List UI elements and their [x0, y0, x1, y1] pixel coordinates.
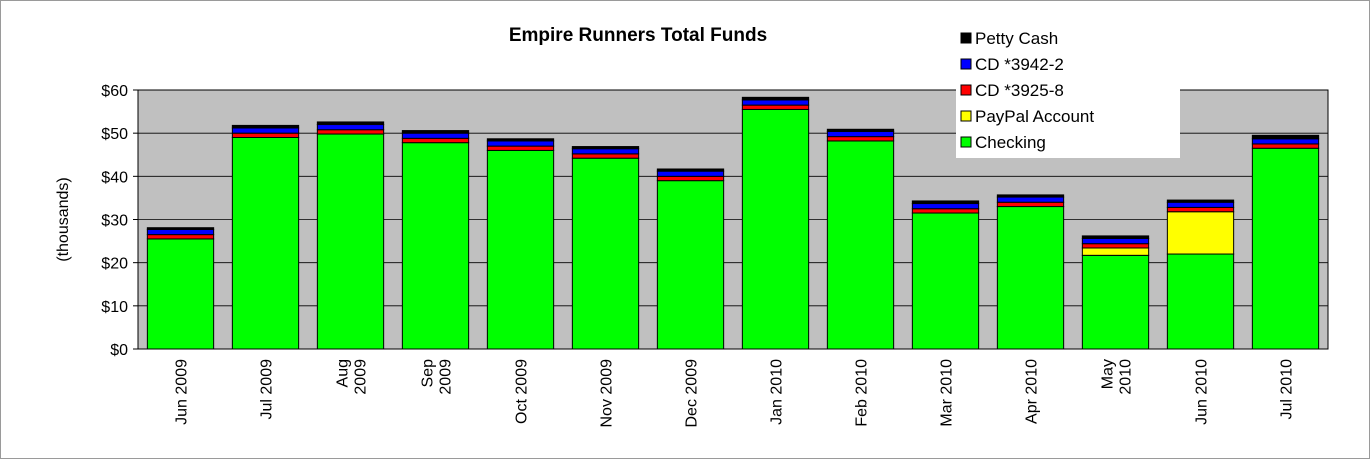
bar-segment-cd-3925-8 — [1251, 143, 1320, 149]
bar-segment-cd-3925-8 — [231, 132, 300, 138]
y-tick-label: $50 — [101, 126, 128, 143]
bar-segment-checking — [1081, 254, 1150, 350]
x-tick-label: Jul 2010 — [1279, 359, 1296, 420]
legend-label: Checking — [975, 133, 1046, 152]
bar-segment-checking — [231, 136, 300, 350]
y-tick-label: $10 — [101, 299, 128, 316]
y-tick-label: $20 — [101, 256, 128, 273]
legend-swatch — [960, 32, 972, 44]
bar-segment-petty-cash — [571, 146, 640, 150]
plot-border — [137, 89, 1329, 350]
x-tick-label: Apr 2010 — [1024, 359, 1041, 424]
bar-segment-petty-cash — [826, 128, 895, 132]
bar-segment-cd-3942-2 — [996, 196, 1065, 203]
bar-segment-checking — [401, 142, 470, 350]
bar-segment-petty-cash — [656, 168, 725, 172]
bar-segment-checking — [486, 149, 555, 350]
chart-title: Empire Runners Total Funds — [509, 25, 767, 46]
x-tick-label: Nov 2009 — [599, 359, 616, 428]
bar-segment-checking — [1251, 147, 1320, 350]
bar-segment-cd-3942-2 — [316, 124, 385, 131]
bar-segment-cd-3925-8 — [911, 208, 980, 214]
bar-segment-cd-3942-2 — [571, 148, 640, 155]
bar-segment-petty-cash — [1166, 199, 1235, 203]
bar-segment-checking — [826, 140, 895, 350]
bar-segment-petty-cash — [231, 124, 300, 129]
legend-label: Petty Cash — [975, 29, 1058, 48]
bar-segment-cd-3942-2 — [231, 127, 300, 134]
legend-swatch — [960, 110, 972, 122]
bar-segment-cd-3942-2 — [826, 130, 895, 138]
bar-segment-checking — [146, 238, 215, 350]
legend-box — [956, 22, 1180, 158]
bar-segment-checking — [911, 212, 980, 350]
bar-segment-paypal-account — [1081, 247, 1150, 256]
x-tick-label: Mar 2010 — [939, 359, 956, 427]
bar-segment-cd-3925-8 — [656, 175, 725, 182]
x-tick-label: Dec 2009 — [684, 359, 701, 428]
bar-segment-cd-3942-2 — [741, 99, 810, 106]
bar-segment-cd-3925-8 — [571, 153, 640, 159]
bar-segment-cd-3925-8 — [826, 136, 895, 142]
bar-segment-petty-cash — [146, 227, 215, 230]
bar-segment-petty-cash — [996, 194, 1065, 198]
legend-swatch — [960, 136, 972, 148]
bar-segment-cd-3942-2 — [1081, 237, 1150, 245]
bar-segment-cd-3942-2 — [486, 140, 555, 147]
x-tick-label: Aug — [335, 359, 352, 387]
bar-segment-cd-3942-2 — [1251, 138, 1320, 145]
bar-segment-cd-3942-2 — [911, 203, 980, 210]
bar-segment-petty-cash — [401, 130, 470, 134]
legend-swatch — [960, 84, 972, 96]
bar-segment-cd-3925-8 — [146, 234, 215, 240]
bar-segment-cd-3925-8 — [1166, 206, 1235, 213]
y-tick-label: $40 — [101, 169, 128, 186]
bar-segment-cd-3925-8 — [486, 145, 555, 151]
y-tick-label: $30 — [101, 213, 128, 230]
bar-segment-cd-3925-8 — [1081, 243, 1150, 249]
bar-segment-petty-cash — [486, 138, 555, 142]
x-tick-label: May — [1100, 359, 1117, 389]
bar-segment-checking — [656, 180, 725, 350]
bar-segment-petty-cash — [1081, 235, 1150, 239]
legend-swatch — [960, 58, 972, 70]
bar-segment-cd-3925-8 — [316, 129, 385, 135]
x-tick-label: Sep — [420, 359, 437, 388]
bar-segment-cd-3942-2 — [656, 170, 725, 177]
bar-segment-cd-3942-2 — [146, 228, 215, 236]
bar-segment-checking — [571, 157, 640, 350]
bar-segment-paypal-account — [1166, 211, 1235, 255]
bar-segment-cd-3925-8 — [996, 201, 1065, 208]
y-axis-label: (thousands) — [55, 177, 72, 262]
bar-segment-checking — [316, 133, 385, 350]
bar-segment-cd-3942-2 — [1166, 201, 1235, 208]
x-tick-label: Jun 2010 — [1194, 359, 1211, 425]
bar-segment-petty-cash — [741, 96, 810, 101]
bar-segment-checking — [741, 108, 810, 350]
bar-segment-checking — [1166, 253, 1235, 350]
bar-segment-petty-cash — [911, 200, 980, 205]
y-tick-label: $0 — [110, 342, 128, 359]
x-tick-label: Oct 2009 — [514, 359, 531, 424]
x-tick-label: Jun 2009 — [174, 359, 191, 425]
x-tick-label: Jul 2009 — [259, 359, 276, 420]
bar-segment-cd-3925-8 — [741, 104, 810, 110]
bar-segment-cd-3942-2 — [401, 132, 470, 139]
bar-segment-petty-cash — [316, 121, 385, 126]
bar-segment-petty-cash — [1251, 134, 1320, 140]
x-tick-label: Jan 2010 — [769, 359, 786, 425]
x-tick-label: 2010 — [1118, 359, 1135, 395]
legend-label: CD *3942-2 — [975, 55, 1064, 74]
bar-segment-checking — [996, 206, 1065, 350]
legend-label: PayPal Account — [975, 107, 1094, 126]
x-tick-label: 2009 — [438, 359, 455, 395]
x-tick-label: 2009 — [353, 359, 370, 395]
legend-label: CD *3925-8 — [975, 81, 1064, 100]
y-tick-label: $60 — [101, 83, 128, 100]
bar-segment-cd-3925-8 — [401, 137, 470, 144]
x-tick-label: Feb 2010 — [854, 359, 871, 427]
